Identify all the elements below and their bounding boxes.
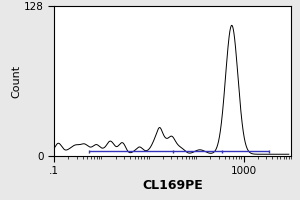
X-axis label: CL169PE: CL169PE [142, 179, 203, 192]
Y-axis label: Count: Count [11, 64, 21, 98]
